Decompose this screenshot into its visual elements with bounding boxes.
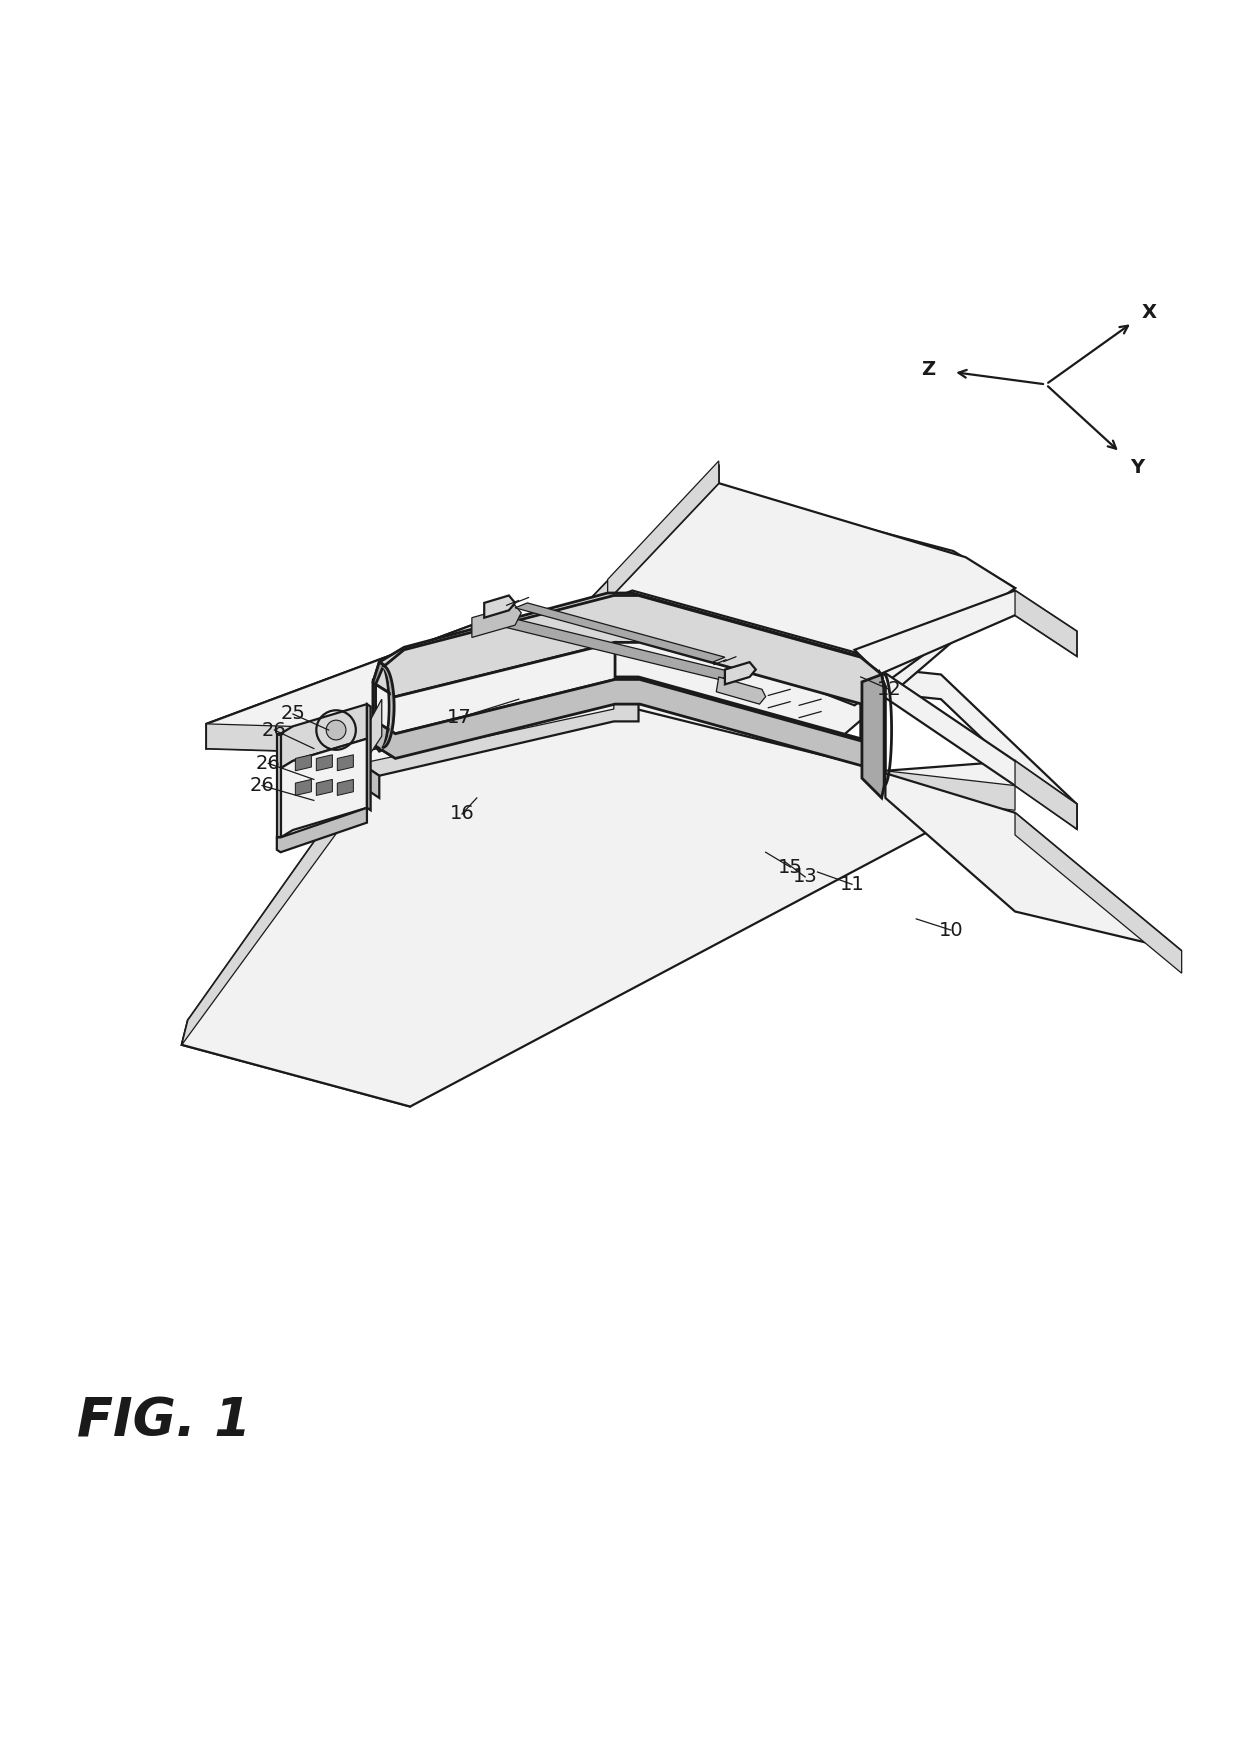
- Text: 16: 16: [450, 804, 475, 823]
- Polygon shape: [277, 807, 367, 853]
- Text: 26: 26: [262, 720, 286, 739]
- Polygon shape: [496, 619, 738, 680]
- Polygon shape: [861, 671, 885, 783]
- Polygon shape: [207, 624, 472, 748]
- Polygon shape: [182, 759, 373, 1045]
- Polygon shape: [316, 780, 332, 795]
- Text: 17: 17: [448, 708, 472, 727]
- Text: FIG. 1: FIG. 1: [77, 1395, 250, 1448]
- Polygon shape: [207, 724, 373, 753]
- Polygon shape: [1016, 813, 1182, 973]
- Polygon shape: [361, 764, 379, 799]
- Polygon shape: [885, 771, 1016, 811]
- Polygon shape: [608, 591, 1076, 828]
- Polygon shape: [367, 705, 371, 811]
- Text: 25: 25: [280, 705, 305, 724]
- Polygon shape: [373, 663, 388, 752]
- Polygon shape: [182, 464, 1016, 1106]
- Polygon shape: [361, 696, 639, 776]
- Polygon shape: [295, 755, 311, 771]
- Polygon shape: [207, 624, 1076, 828]
- Polygon shape: [376, 642, 615, 734]
- Polygon shape: [182, 705, 1016, 1106]
- Polygon shape: [484, 595, 515, 617]
- Polygon shape: [316, 755, 332, 771]
- Polygon shape: [373, 677, 879, 783]
- Circle shape: [326, 720, 346, 739]
- Text: 15: 15: [777, 858, 802, 877]
- Text: 12: 12: [877, 680, 901, 699]
- Text: X: X: [1142, 303, 1157, 323]
- Text: Z: Z: [921, 359, 936, 378]
- Polygon shape: [862, 675, 884, 799]
- Polygon shape: [717, 677, 765, 705]
- Polygon shape: [280, 705, 367, 769]
- Polygon shape: [1016, 591, 1076, 656]
- Polygon shape: [515, 603, 725, 663]
- Polygon shape: [854, 591, 1076, 675]
- Polygon shape: [361, 696, 614, 764]
- Polygon shape: [337, 780, 353, 795]
- Text: 26: 26: [249, 776, 274, 795]
- Text: 13: 13: [792, 867, 817, 886]
- Polygon shape: [885, 773, 1182, 950]
- Polygon shape: [376, 680, 884, 785]
- Polygon shape: [295, 780, 311, 795]
- Polygon shape: [280, 739, 367, 837]
- Polygon shape: [373, 593, 885, 701]
- Polygon shape: [608, 483, 1016, 705]
- Polygon shape: [182, 464, 719, 1045]
- Polygon shape: [1016, 760, 1076, 828]
- Polygon shape: [367, 699, 382, 759]
- Polygon shape: [277, 734, 280, 837]
- Polygon shape: [376, 595, 884, 705]
- Polygon shape: [373, 640, 614, 731]
- Text: 10: 10: [939, 921, 963, 940]
- Polygon shape: [337, 755, 353, 771]
- Polygon shape: [472, 605, 521, 638]
- Polygon shape: [608, 460, 719, 600]
- Text: 26: 26: [255, 753, 280, 773]
- Polygon shape: [207, 624, 472, 753]
- Text: 11: 11: [839, 875, 864, 895]
- Text: Y: Y: [1130, 457, 1145, 476]
- Polygon shape: [725, 663, 756, 684]
